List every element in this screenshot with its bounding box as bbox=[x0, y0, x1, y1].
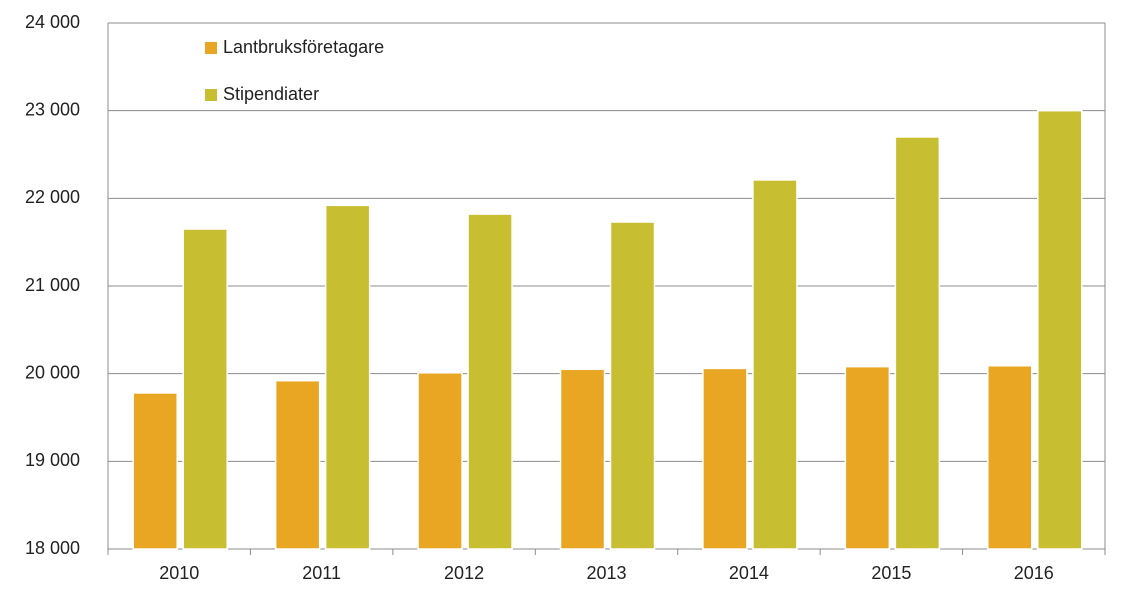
legend-label: Lantbruksföretagare bbox=[223, 37, 384, 57]
y-tick-label: 19 000 bbox=[25, 450, 80, 470]
bar bbox=[417, 372, 463, 550]
x-tick-label: 2014 bbox=[729, 563, 769, 583]
y-tick-label: 24 000 bbox=[25, 12, 80, 32]
x-tick-label: 2016 bbox=[1014, 563, 1054, 583]
x-tick-label: 2011 bbox=[302, 563, 341, 583]
legend-swatch bbox=[205, 89, 217, 101]
bar bbox=[702, 367, 748, 550]
y-tick-label: 22 000 bbox=[25, 187, 80, 207]
y-tick-label: 18 000 bbox=[25, 538, 80, 558]
bar bbox=[324, 204, 371, 550]
y-tick-label: 21 000 bbox=[25, 275, 80, 295]
bar bbox=[182, 228, 228, 550]
x-tick-label: 2010 bbox=[159, 563, 199, 583]
legend-label: Stipendiater bbox=[223, 84, 319, 104]
legend-swatch bbox=[205, 42, 217, 54]
bar bbox=[274, 379, 321, 550]
bar bbox=[132, 392, 178, 550]
bar bbox=[1037, 109, 1083, 550]
bar bbox=[559, 368, 606, 550]
bar bbox=[894, 136, 941, 550]
bar bbox=[467, 213, 513, 550]
bar bbox=[609, 221, 656, 550]
y-tick-label: 23 000 bbox=[25, 99, 80, 119]
x-tick-label: 2013 bbox=[586, 563, 626, 583]
bar bbox=[987, 365, 1033, 550]
x-tick-label: 2012 bbox=[444, 563, 484, 583]
bar bbox=[752, 179, 798, 550]
x-tick-label: 2015 bbox=[871, 563, 911, 583]
bar bbox=[844, 365, 891, 550]
y-tick-label: 20 000 bbox=[25, 362, 80, 382]
